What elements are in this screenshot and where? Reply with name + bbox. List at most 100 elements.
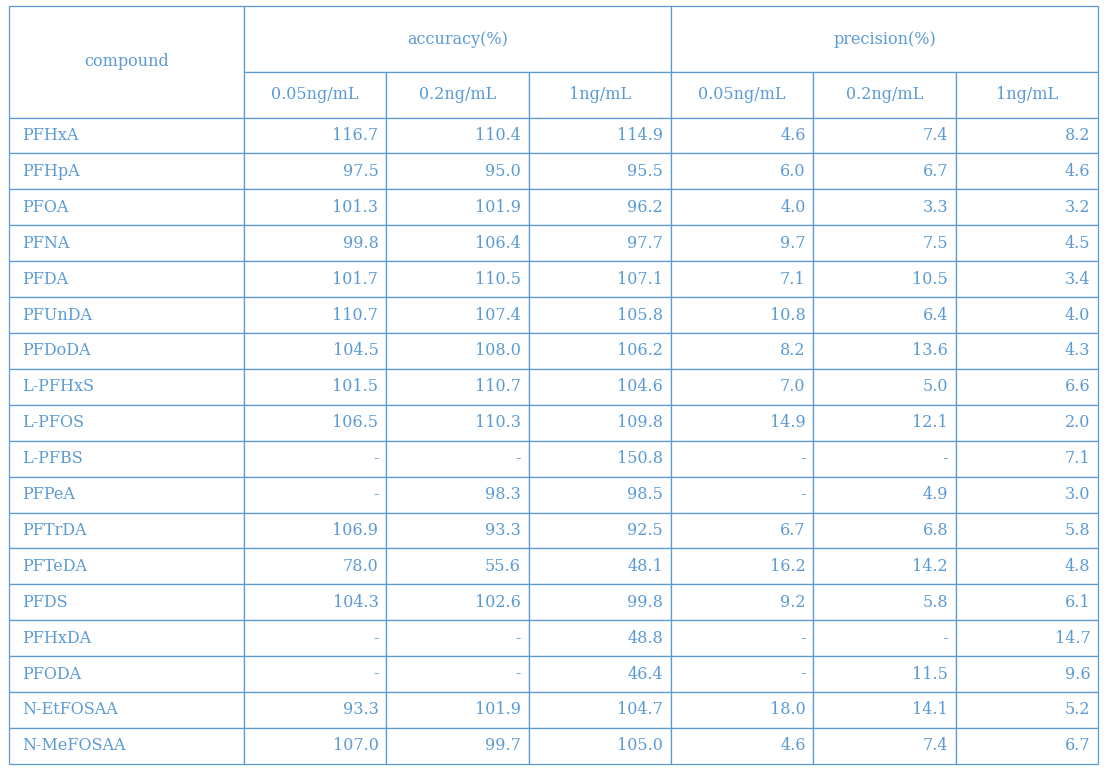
Text: 0.05ng/mL: 0.05ng/mL [699, 86, 786, 103]
Bar [244, 297, 386, 333]
Bar [814, 72, 955, 118]
Text: 5.2: 5.2 [1065, 701, 1090, 718]
Text: L-PFOS: L-PFOS [22, 414, 84, 431]
Text: 114.9: 114.9 [618, 127, 663, 144]
Text: 101.9: 101.9 [475, 199, 520, 216]
Bar [386, 189, 528, 226]
Text: PFDA: PFDA [22, 270, 69, 288]
Bar [814, 297, 955, 333]
Text: 97.5: 97.5 [342, 163, 379, 180]
Text: -: - [800, 630, 806, 647]
Bar [955, 261, 1098, 297]
Bar [244, 513, 386, 548]
Bar [244, 369, 386, 405]
Bar [955, 333, 1098, 369]
Bar [671, 584, 814, 620]
Bar [814, 477, 955, 513]
Bar [386, 369, 528, 405]
Bar [528, 261, 671, 297]
Text: 14.9: 14.9 [769, 414, 806, 431]
Text: 110.7: 110.7 [332, 306, 379, 323]
Bar [671, 656, 814, 692]
Bar [9, 297, 244, 333]
Bar [528, 477, 671, 513]
Bar [244, 692, 386, 728]
Text: 98.3: 98.3 [485, 486, 520, 503]
Text: 4.0: 4.0 [1065, 306, 1090, 323]
Text: PFOA: PFOA [22, 199, 69, 216]
Bar [9, 584, 244, 620]
Text: 107.1: 107.1 [618, 270, 663, 288]
Text: 14.1: 14.1 [912, 701, 948, 718]
Text: 98.5: 98.5 [628, 486, 663, 503]
Text: 92.5: 92.5 [628, 522, 663, 539]
Text: 46.4: 46.4 [628, 665, 663, 682]
Text: PFNA: PFNA [22, 235, 70, 252]
Bar [528, 692, 671, 728]
Text: 106.2: 106.2 [618, 343, 663, 360]
Text: -: - [373, 630, 379, 647]
Bar [671, 6, 1098, 72]
Text: 93.3: 93.3 [485, 522, 520, 539]
Text: 55.6: 55.6 [485, 557, 520, 575]
Bar [9, 118, 244, 153]
Text: 1ng/mL: 1ng/mL [569, 86, 631, 103]
Bar [814, 620, 955, 656]
Text: 6.4: 6.4 [922, 306, 948, 323]
Bar [955, 297, 1098, 333]
Text: 0.05ng/mL: 0.05ng/mL [271, 86, 359, 103]
Text: 105.0: 105.0 [618, 738, 663, 755]
Bar [955, 692, 1098, 728]
Text: 7.0: 7.0 [780, 378, 806, 395]
Bar [671, 153, 814, 189]
Bar [814, 226, 955, 261]
Text: L-PFBS: L-PFBS [22, 450, 83, 467]
Bar [955, 405, 1098, 440]
Bar [9, 261, 244, 297]
Bar [671, 513, 814, 548]
Text: PFTrDA: PFTrDA [22, 522, 86, 539]
Text: 101.7: 101.7 [332, 270, 379, 288]
Text: 104.3: 104.3 [332, 594, 379, 611]
Bar [955, 153, 1098, 189]
Text: 106.9: 106.9 [332, 522, 379, 539]
Bar [386, 226, 528, 261]
Text: 9.6: 9.6 [1065, 665, 1090, 682]
Text: -: - [800, 450, 806, 467]
Bar [244, 72, 386, 118]
Text: 101.3: 101.3 [332, 199, 379, 216]
Bar [671, 620, 814, 656]
Bar [244, 405, 386, 440]
Text: 150.8: 150.8 [618, 450, 663, 467]
Text: -: - [942, 450, 948, 467]
Bar [955, 513, 1098, 548]
Bar [9, 226, 244, 261]
Bar [528, 189, 671, 226]
Bar [386, 261, 528, 297]
Text: 93.3: 93.3 [342, 701, 379, 718]
Text: 116.7: 116.7 [332, 127, 379, 144]
Bar [528, 369, 671, 405]
Bar [244, 153, 386, 189]
Text: 104.5: 104.5 [332, 343, 379, 360]
Bar [386, 72, 528, 118]
Text: 4.9: 4.9 [922, 486, 948, 503]
Bar [671, 405, 814, 440]
Bar [244, 261, 386, 297]
Bar [671, 333, 814, 369]
Bar [814, 656, 955, 692]
Bar [9, 548, 244, 584]
Bar [814, 692, 955, 728]
Text: 48.8: 48.8 [628, 630, 663, 647]
Bar [671, 440, 814, 477]
Text: PFHxA: PFHxA [22, 127, 79, 144]
Text: 97.7: 97.7 [628, 235, 663, 252]
Bar [528, 118, 671, 153]
Text: 95.5: 95.5 [628, 163, 663, 180]
Text: compound: compound [84, 53, 168, 70]
Bar [386, 118, 528, 153]
Text: 6.7: 6.7 [1065, 738, 1090, 755]
Bar [244, 333, 386, 369]
Bar [671, 728, 814, 764]
Text: 7.1: 7.1 [780, 270, 806, 288]
